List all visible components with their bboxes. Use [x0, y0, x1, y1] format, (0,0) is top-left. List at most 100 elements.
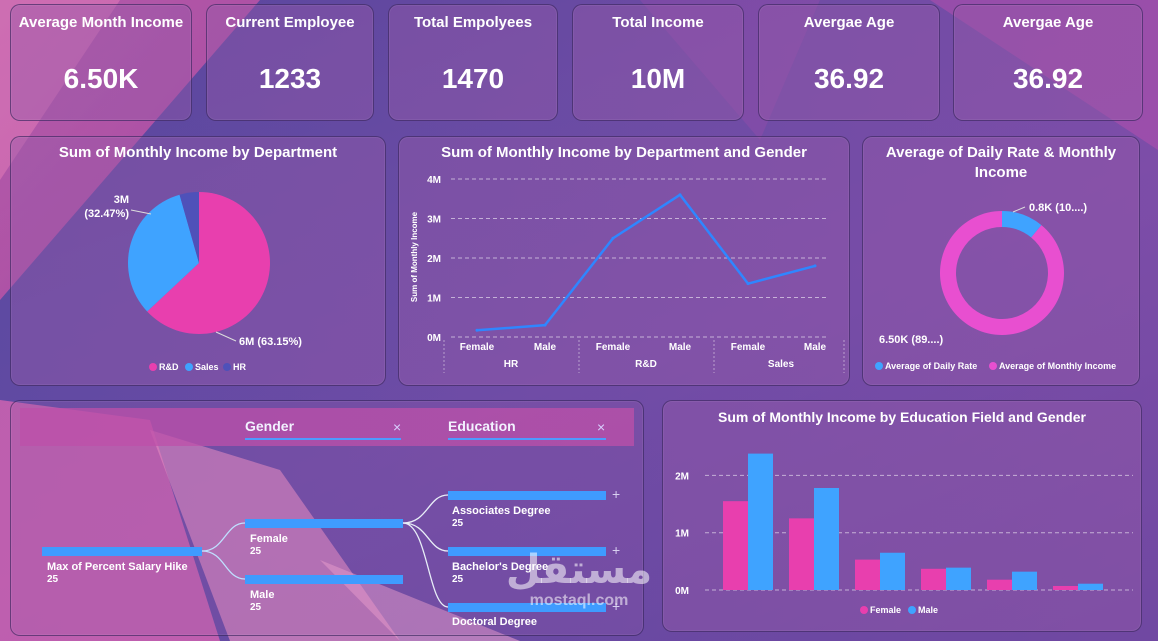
tree-bar-female[interactable]	[245, 519, 403, 528]
legend-marker-monthly-income	[989, 362, 997, 370]
legend-label-monthly-income[interactable]: Average of Monthly Income	[999, 361, 1116, 371]
bar-female[interactable]	[855, 559, 880, 590]
kpi-card-average-month-income[interactable]: Average Month Income 6.50K	[10, 4, 192, 121]
filter-gender-label[interactable]: Gender	[245, 418, 295, 434]
line-chart-card[interactable]: Sum of Monthly Income by Department and …	[398, 136, 850, 386]
tree-female-value: 25	[250, 546, 262, 557]
line-point[interactable]	[813, 264, 817, 268]
kpi-title: Current Employee	[225, 14, 355, 31]
donut-chart: 0.8K (10....) 6.50K (89....) Average of …	[875, 202, 1116, 371]
tree-associates-label: Associates Degree	[452, 505, 550, 517]
tree-bar-male[interactable]	[245, 575, 403, 584]
chart-title: Sum of Monthly Income by Department	[58, 144, 338, 161]
donut-slice-monthly-income[interactable]	[940, 211, 1064, 335]
bar-male[interactable]	[814, 487, 839, 590]
expand-plus-icon[interactable]: +	[612, 486, 620, 502]
bar-chart-card[interactable]: Sum of Monthly Income by Education Field…	[662, 400, 1142, 632]
legend-label-rd[interactable]: R&D	[159, 362, 179, 372]
legend-label-hr[interactable]: HR	[233, 362, 246, 372]
line-series[interactable]	[476, 193, 816, 332]
tree-female-label: Female	[250, 533, 288, 545]
legend-marker-rd	[149, 363, 157, 371]
x-group-label: R&D	[635, 359, 657, 370]
pie-label-sales-percent: (32.47%)	[84, 208, 129, 220]
tree-bar-associates[interactable]	[448, 491, 606, 500]
legend-label-daily-rate[interactable]: Average of Daily Rate	[885, 361, 977, 371]
tree-associates-value: 25	[452, 518, 464, 529]
bar-female[interactable]	[789, 518, 814, 590]
filter-bar: Gender × Education ×	[20, 408, 634, 446]
filter-education-underline	[448, 438, 606, 440]
x-tick-label: Female	[731, 342, 766, 353]
kpi-card-average-age-2[interactable]: Avergae Age 36.92	[953, 4, 1143, 121]
line-point[interactable]	[678, 193, 682, 197]
filter-gender-close-icon[interactable]: ×	[393, 419, 402, 435]
kpi-title: Total Income	[612, 14, 704, 31]
decomposition-tree: Max of Percent Salary Hike 25 Female 25 …	[42, 486, 620, 628]
pie-chart: 3M (32.47%) 6M (63.15%) R&D Sales HR	[84, 192, 302, 372]
filter-gender-underline	[245, 438, 401, 440]
bar-male[interactable]	[880, 552, 905, 590]
legend-label-male[interactable]: Male	[918, 605, 938, 615]
x-tick-label: Male	[534, 342, 557, 353]
tree-bar-bachelors[interactable]	[448, 547, 606, 556]
bar-female[interactable]	[987, 579, 1012, 590]
donut-chart-card[interactable]: Average of Daily Rate & Monthly Income 0…	[862, 136, 1140, 386]
bar-female[interactable]	[921, 568, 946, 590]
filter-education-label[interactable]: Education	[448, 418, 516, 434]
kpi-value: 1233	[258, 63, 322, 94]
kpi-card-total-income[interactable]: Total Income 10M	[572, 4, 744, 121]
tree-bar-doctoral[interactable]	[448, 603, 606, 612]
expand-plus-icon[interactable]: +	[612, 542, 620, 558]
pie-chart-card[interactable]: Sum of Monthly Income by Department 3M (…	[10, 136, 386, 386]
legend-label-female[interactable]: Female	[870, 605, 901, 615]
kpi-title: Average Month Income	[18, 14, 184, 31]
y-tick-label: 4M	[427, 175, 441, 186]
label-leader-line	[130, 209, 152, 215]
line-point[interactable]	[543, 323, 547, 327]
watermark-arabic: مستقل	[505, 548, 653, 592]
bar-male[interactable]	[946, 567, 971, 590]
bar-female[interactable]	[723, 501, 748, 590]
legend-label-sales[interactable]: Sales	[195, 362, 219, 372]
y-tick-label: 0M	[427, 333, 441, 344]
y-tick-label: 0M	[675, 586, 689, 597]
bar-male[interactable]	[1012, 571, 1037, 590]
watermark-latin: mostaql.com	[529, 592, 629, 609]
label-leader-line	[1012, 206, 1026, 213]
tree-male-label: Male	[250, 589, 274, 601]
tree-connector	[402, 494, 449, 524]
chart-title: Average of Daily Rate & Monthly Income	[885, 144, 1117, 181]
kpi-value: 36.92	[1012, 63, 1084, 94]
bar-male[interactable]	[748, 453, 773, 590]
chart-title: Sum of Monthly Income by Education Field…	[718, 409, 1086, 425]
line-point[interactable]	[746, 282, 750, 286]
filter-education-close-icon[interactable]: ×	[597, 419, 606, 435]
tree-bachelors-label: Bachelor's Degree	[452, 561, 548, 573]
pie-slice-hr[interactable]	[179, 192, 199, 263]
legend-marker-hr	[223, 363, 231, 371]
kpi-value: 36.92	[813, 63, 885, 94]
donut-slice-daily-rate[interactable]	[1002, 211, 1042, 238]
pie-slice-sales[interactable]	[128, 194, 199, 312]
tree-bar-root[interactable]	[42, 547, 202, 556]
kpi-card-current-employee[interactable]: Current Employee 1233	[206, 4, 374, 121]
bar-chart: 0M 1M 2M Female Male	[675, 453, 1133, 615]
tree-male-value: 25	[250, 602, 262, 613]
tree-connector	[402, 522, 449, 552]
legend-marker-sales	[185, 363, 193, 371]
y-tick-label: 1M	[675, 529, 689, 540]
kpi-title: Avergae Age	[1002, 14, 1094, 31]
line-point[interactable]	[475, 328, 479, 332]
bar-female[interactable]	[1053, 585, 1078, 590]
bar-male[interactable]	[1078, 583, 1103, 590]
x-group-label: Sales	[768, 359, 795, 370]
y-tick-label: 3M	[427, 215, 441, 226]
kpi-card-total-employees[interactable]: Total Empolyees 1470	[388, 4, 558, 121]
pie-slice-rd[interactable]	[147, 192, 270, 334]
y-axis-label: Sum of Monthly Income	[410, 211, 419, 302]
x-tick-label: Male	[804, 342, 827, 353]
kpi-card-average-age[interactable]: Avergae Age 36.92	[758, 4, 940, 121]
expand-plus-icon[interactable]: +	[612, 598, 620, 614]
line-point[interactable]	[611, 236, 615, 240]
